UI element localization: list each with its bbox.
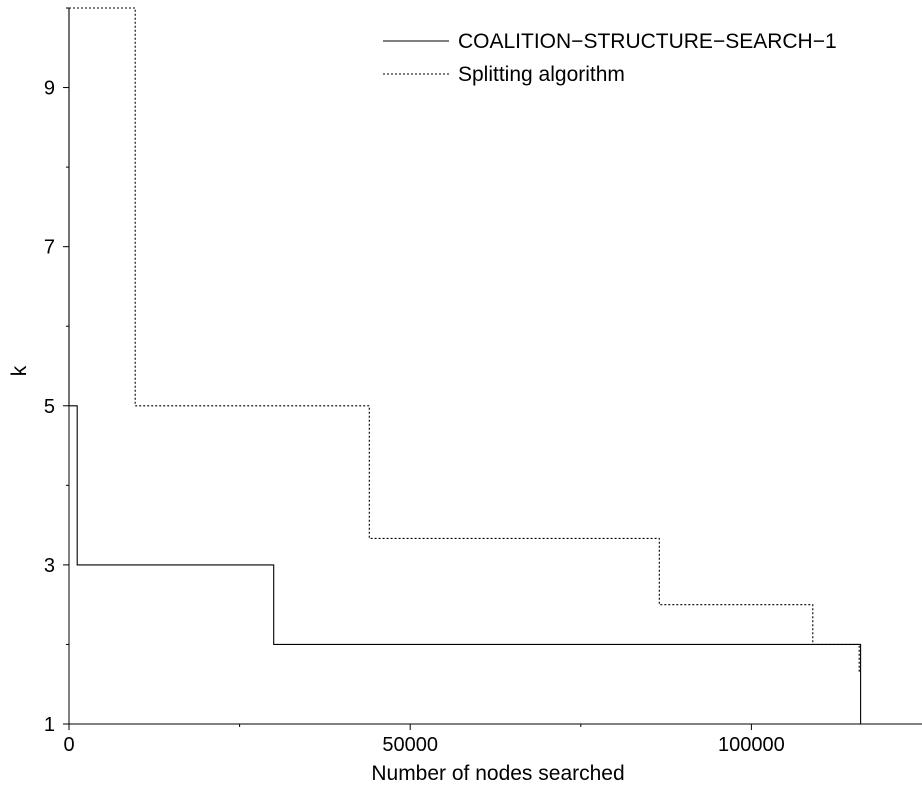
y-tick-label: 7 — [44, 237, 55, 259]
legend: COALITION−STRUCTURE−SEARCH−1 Splitting a… — [383, 30, 837, 86]
x-tick-label: 50000 — [382, 734, 438, 756]
series-line-splitting — [69, 7, 861, 672]
y-tick-label: 3 — [44, 555, 55, 577]
legend-label-splitting: Splitting algorithm — [458, 63, 625, 86]
axes — [68, 8, 922, 725]
x-tick-label: 0 — [63, 734, 74, 756]
y-tick-label: 9 — [44, 78, 55, 100]
x-tick-label: 100000 — [718, 734, 785, 756]
x-axis-label: Number of nodes searched — [371, 762, 624, 785]
series-layer — [68, 7, 862, 724]
y-tick-label: 1 — [44, 714, 55, 736]
legend-label-coalition: COALITION−STRUCTURE−SEARCH−1 — [458, 30, 837, 53]
y-axis-label: k — [8, 365, 31, 376]
y-tick-label: 5 — [44, 396, 55, 418]
ticks: 0 50000 100000 1 3 5 7 9 — [44, 7, 785, 756]
series-line-coalition — [68, 8, 862, 724]
